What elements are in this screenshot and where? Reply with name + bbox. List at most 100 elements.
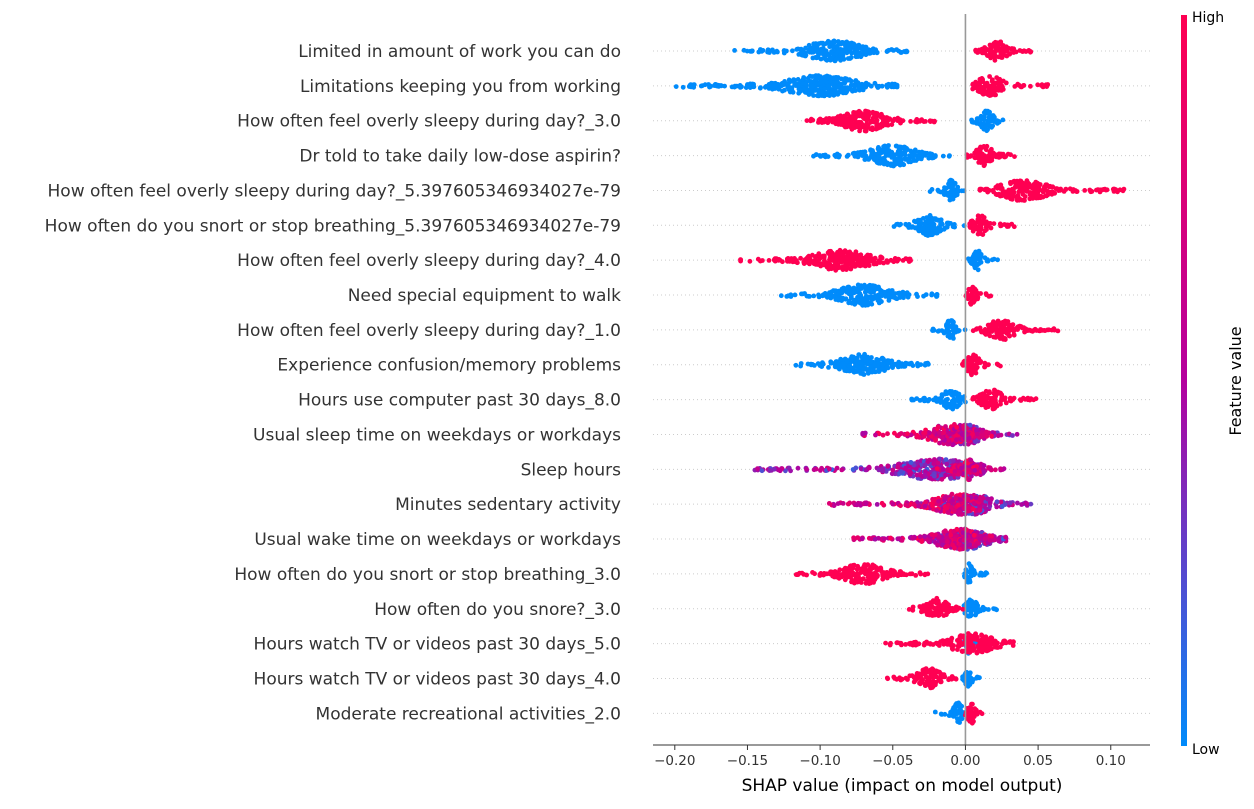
shap-point xyxy=(969,564,974,569)
shap-point xyxy=(973,439,978,444)
shap-point xyxy=(947,154,952,159)
shap-point xyxy=(905,157,910,162)
shap-point xyxy=(798,256,803,261)
shap-point xyxy=(870,125,875,130)
shap-point xyxy=(801,53,806,58)
shap-point xyxy=(981,219,986,224)
shap-point xyxy=(881,433,886,438)
shap-point xyxy=(997,539,1002,544)
shap-point xyxy=(834,57,839,62)
shap-point xyxy=(982,470,987,475)
feature-label: Moderate recreational activities_2.0 xyxy=(316,704,621,724)
shap-point xyxy=(852,298,857,303)
shap-point xyxy=(871,48,876,53)
shap-point xyxy=(888,117,893,122)
shap-point xyxy=(794,363,799,368)
shap-point xyxy=(793,293,798,298)
shap-point xyxy=(882,536,887,541)
shap-point xyxy=(1004,330,1009,335)
shap-point xyxy=(1012,154,1017,159)
shap-point xyxy=(847,46,852,51)
shap-point xyxy=(845,285,850,290)
shap-point xyxy=(852,286,857,291)
shap-point xyxy=(707,85,712,90)
shap-point xyxy=(921,152,926,157)
shap-point xyxy=(853,79,858,84)
shap-point xyxy=(951,458,956,463)
shap-point xyxy=(1019,189,1024,194)
shap-point xyxy=(994,329,999,334)
shap-point xyxy=(815,47,820,52)
shap-point xyxy=(738,85,743,90)
shap-point xyxy=(967,477,972,482)
shap-point xyxy=(906,295,911,300)
shap-point xyxy=(755,466,760,471)
shap-point xyxy=(978,393,983,398)
shap-point xyxy=(812,42,817,47)
shap-point xyxy=(846,56,851,61)
shap-point xyxy=(908,361,913,366)
shap-point xyxy=(986,323,991,328)
shap-point xyxy=(830,574,835,579)
shap-point xyxy=(942,227,947,232)
shap-point xyxy=(933,396,938,401)
shap-point xyxy=(851,151,856,156)
shap-point xyxy=(968,458,973,463)
shap-point xyxy=(925,572,930,577)
shap-point xyxy=(841,47,846,52)
shap-point xyxy=(868,120,873,125)
shap-point xyxy=(989,534,994,539)
shap-point xyxy=(874,357,879,362)
shap-point xyxy=(857,129,862,134)
shap-point xyxy=(860,432,865,437)
shap-point xyxy=(880,577,885,582)
shap-point xyxy=(989,226,994,231)
shap-point xyxy=(940,435,945,440)
shap-point xyxy=(761,48,766,53)
shap-point xyxy=(960,362,965,367)
shap-point xyxy=(1033,327,1038,332)
shap-point xyxy=(910,571,915,576)
shap-point xyxy=(999,185,1004,190)
shap-point xyxy=(1015,195,1020,200)
shap-point xyxy=(934,293,939,298)
shap-point xyxy=(730,85,735,90)
shap-point xyxy=(984,331,989,336)
shap-point xyxy=(799,47,804,52)
shap-point xyxy=(818,264,823,269)
shap-point xyxy=(977,223,982,228)
shap-point xyxy=(877,160,882,165)
shap-point xyxy=(872,284,877,289)
shap-point xyxy=(860,122,865,127)
shap-point xyxy=(924,232,929,237)
shap-point xyxy=(969,257,974,262)
shap-point xyxy=(923,504,928,509)
shap-point xyxy=(909,225,914,230)
shap-point xyxy=(943,495,948,500)
shap-point xyxy=(976,356,981,361)
shap-point xyxy=(973,543,978,548)
feature-label: How often do you snore?_3.0 xyxy=(374,600,621,620)
shap-point xyxy=(861,49,866,54)
shap-point xyxy=(954,425,959,430)
shap-point xyxy=(816,94,821,99)
shap-point xyxy=(833,261,838,266)
shap-point xyxy=(1039,83,1044,88)
shap-point xyxy=(921,226,926,231)
shap-point xyxy=(950,399,955,404)
shap-point xyxy=(973,287,978,292)
shap-point xyxy=(899,364,904,369)
shap-point xyxy=(816,52,821,57)
shap-point xyxy=(926,215,931,220)
shap-point xyxy=(982,463,987,468)
shap-point xyxy=(838,58,843,63)
shap-point xyxy=(982,45,987,50)
shap-point xyxy=(910,398,915,403)
shap-point xyxy=(981,92,986,97)
shap-point xyxy=(863,358,868,363)
shap-point xyxy=(970,87,975,92)
shap-point xyxy=(876,123,881,128)
shap-point xyxy=(935,508,940,513)
shap-point xyxy=(773,256,778,261)
shap-point xyxy=(938,400,943,405)
